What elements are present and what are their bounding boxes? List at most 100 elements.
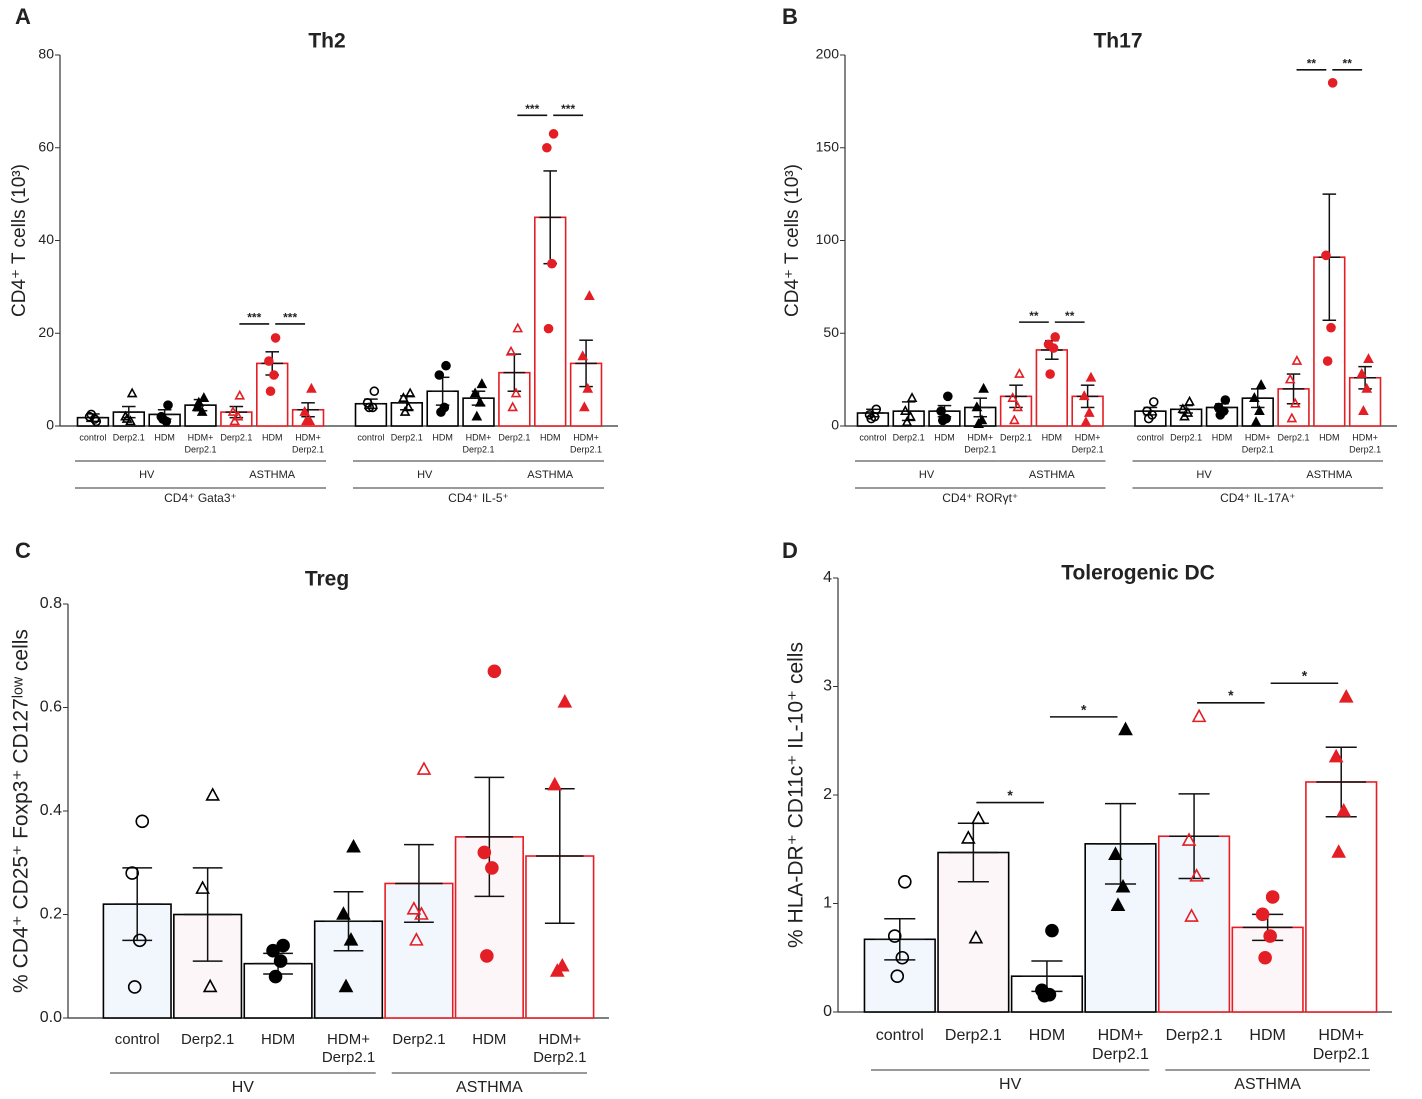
x-tick-label: Derp2.1 xyxy=(184,444,216,454)
group-label: ASTHMA xyxy=(1029,469,1076,481)
chart-title: Th2 xyxy=(308,30,345,53)
data-point xyxy=(91,416,102,427)
data-point xyxy=(1363,353,1374,364)
data-point xyxy=(579,401,590,412)
y-tick-label: 60 xyxy=(38,138,54,154)
data-point xyxy=(1250,416,1262,427)
x-tick-label: Derp2.1 xyxy=(1170,432,1202,442)
y-tick-label: 4 xyxy=(823,569,832,586)
x-tick-label: HDM xyxy=(1249,1027,1285,1044)
panel-label: C xyxy=(15,538,31,563)
data-point xyxy=(1182,406,1194,417)
data-point xyxy=(936,406,946,416)
data-point xyxy=(866,413,877,424)
x-tick-label: HDM xyxy=(1042,432,1063,442)
data-point xyxy=(369,386,380,397)
y-tick-label: 0.6 xyxy=(40,699,62,716)
data-point xyxy=(1118,721,1133,736)
y-tick-label: 20 xyxy=(38,324,54,340)
data-point xyxy=(1321,250,1331,261)
data-point xyxy=(1291,354,1303,365)
data-point xyxy=(1322,356,1333,366)
data-point xyxy=(1184,908,1199,922)
x-tick-label: HDM+ xyxy=(188,432,214,442)
group-label: HV xyxy=(919,469,935,481)
data-point xyxy=(510,387,522,398)
data-point xyxy=(1080,416,1092,427)
data-point xyxy=(264,356,274,366)
x-tick-label: Derp2.1 xyxy=(392,1031,445,1048)
data-point xyxy=(943,391,953,402)
data-point xyxy=(487,664,502,679)
data-point xyxy=(1181,832,1197,846)
data-point xyxy=(399,406,411,416)
data-point xyxy=(1148,397,1159,407)
significance-label: *** xyxy=(525,102,539,116)
data-point xyxy=(1284,373,1296,384)
y-tick-label: 0.0 xyxy=(40,1009,62,1026)
data-point xyxy=(158,414,168,424)
group-label: HV xyxy=(999,1076,1022,1093)
x-tick-label: Derp2.1 xyxy=(533,1049,586,1066)
x-tick-label: Derp2.1 xyxy=(1242,444,1274,454)
x-tick-label: Derp2.1 xyxy=(945,1027,1002,1044)
x-tick-label: HDM xyxy=(432,432,453,442)
data-point xyxy=(299,406,311,416)
data-point xyxy=(234,389,246,400)
data-point xyxy=(1189,868,1204,882)
data-point xyxy=(507,401,519,412)
y-tick-label: 80 xyxy=(38,46,54,62)
data-point xyxy=(474,396,486,407)
data-point xyxy=(127,980,142,994)
x-tick-label: HDM+ xyxy=(967,432,993,442)
data-point xyxy=(1184,395,1195,406)
x-tick-label: Derp2.1 xyxy=(220,432,252,442)
chart-title: Tolerogenic DC xyxy=(1061,562,1215,585)
data-point xyxy=(1327,78,1338,88)
data-point xyxy=(1215,410,1226,420)
data-point xyxy=(890,969,905,983)
group-label: ASTHMA xyxy=(1306,469,1353,481)
data-point xyxy=(367,402,378,413)
data-point xyxy=(1014,367,1025,378)
data-point xyxy=(403,401,414,412)
data-point xyxy=(1220,395,1231,405)
data-point xyxy=(191,401,203,412)
data-point xyxy=(480,949,494,963)
data-point xyxy=(476,378,488,389)
data-point xyxy=(1328,748,1344,763)
data-point xyxy=(577,350,589,361)
y-tick-label: 0.2 xyxy=(40,906,62,923)
data-point xyxy=(895,950,910,965)
data-point xyxy=(1085,371,1097,382)
data-point xyxy=(84,411,95,422)
x-tick-label: HDM+ xyxy=(1352,432,1378,442)
x-tick-label: Derp2.1 xyxy=(181,1031,234,1048)
data-point xyxy=(232,410,244,421)
data-point xyxy=(1338,689,1354,703)
data-point xyxy=(1177,403,1189,414)
data-point xyxy=(584,290,595,300)
y-axis-label: CD4⁺ T cells (10³) xyxy=(782,164,803,317)
data-point xyxy=(409,932,424,946)
data-point xyxy=(548,129,559,139)
data-point xyxy=(1078,390,1090,401)
y-axis-label: % CD4⁺ CD25⁺ Foxp3⁺ CD127ˡᵒʷ cells xyxy=(10,629,33,993)
significance-label: * xyxy=(1302,668,1308,684)
data-point xyxy=(121,412,133,423)
x-tick-label: HDM xyxy=(262,432,283,442)
group-label: ASTHMA xyxy=(456,1079,523,1096)
x-tick-label: control xyxy=(859,432,886,442)
significance-label: ** xyxy=(1343,57,1353,71)
data-point xyxy=(1356,367,1368,378)
data-point xyxy=(306,382,317,393)
data-point xyxy=(229,415,241,426)
x-tick-label: Derp2.1 xyxy=(1092,1046,1149,1063)
data-point xyxy=(1255,379,1267,389)
data-point xyxy=(1249,392,1260,402)
data-point xyxy=(1286,412,1298,423)
x-tick-label: HDM+ xyxy=(1098,1027,1144,1044)
data-point xyxy=(971,810,986,825)
data-point xyxy=(1255,907,1270,922)
